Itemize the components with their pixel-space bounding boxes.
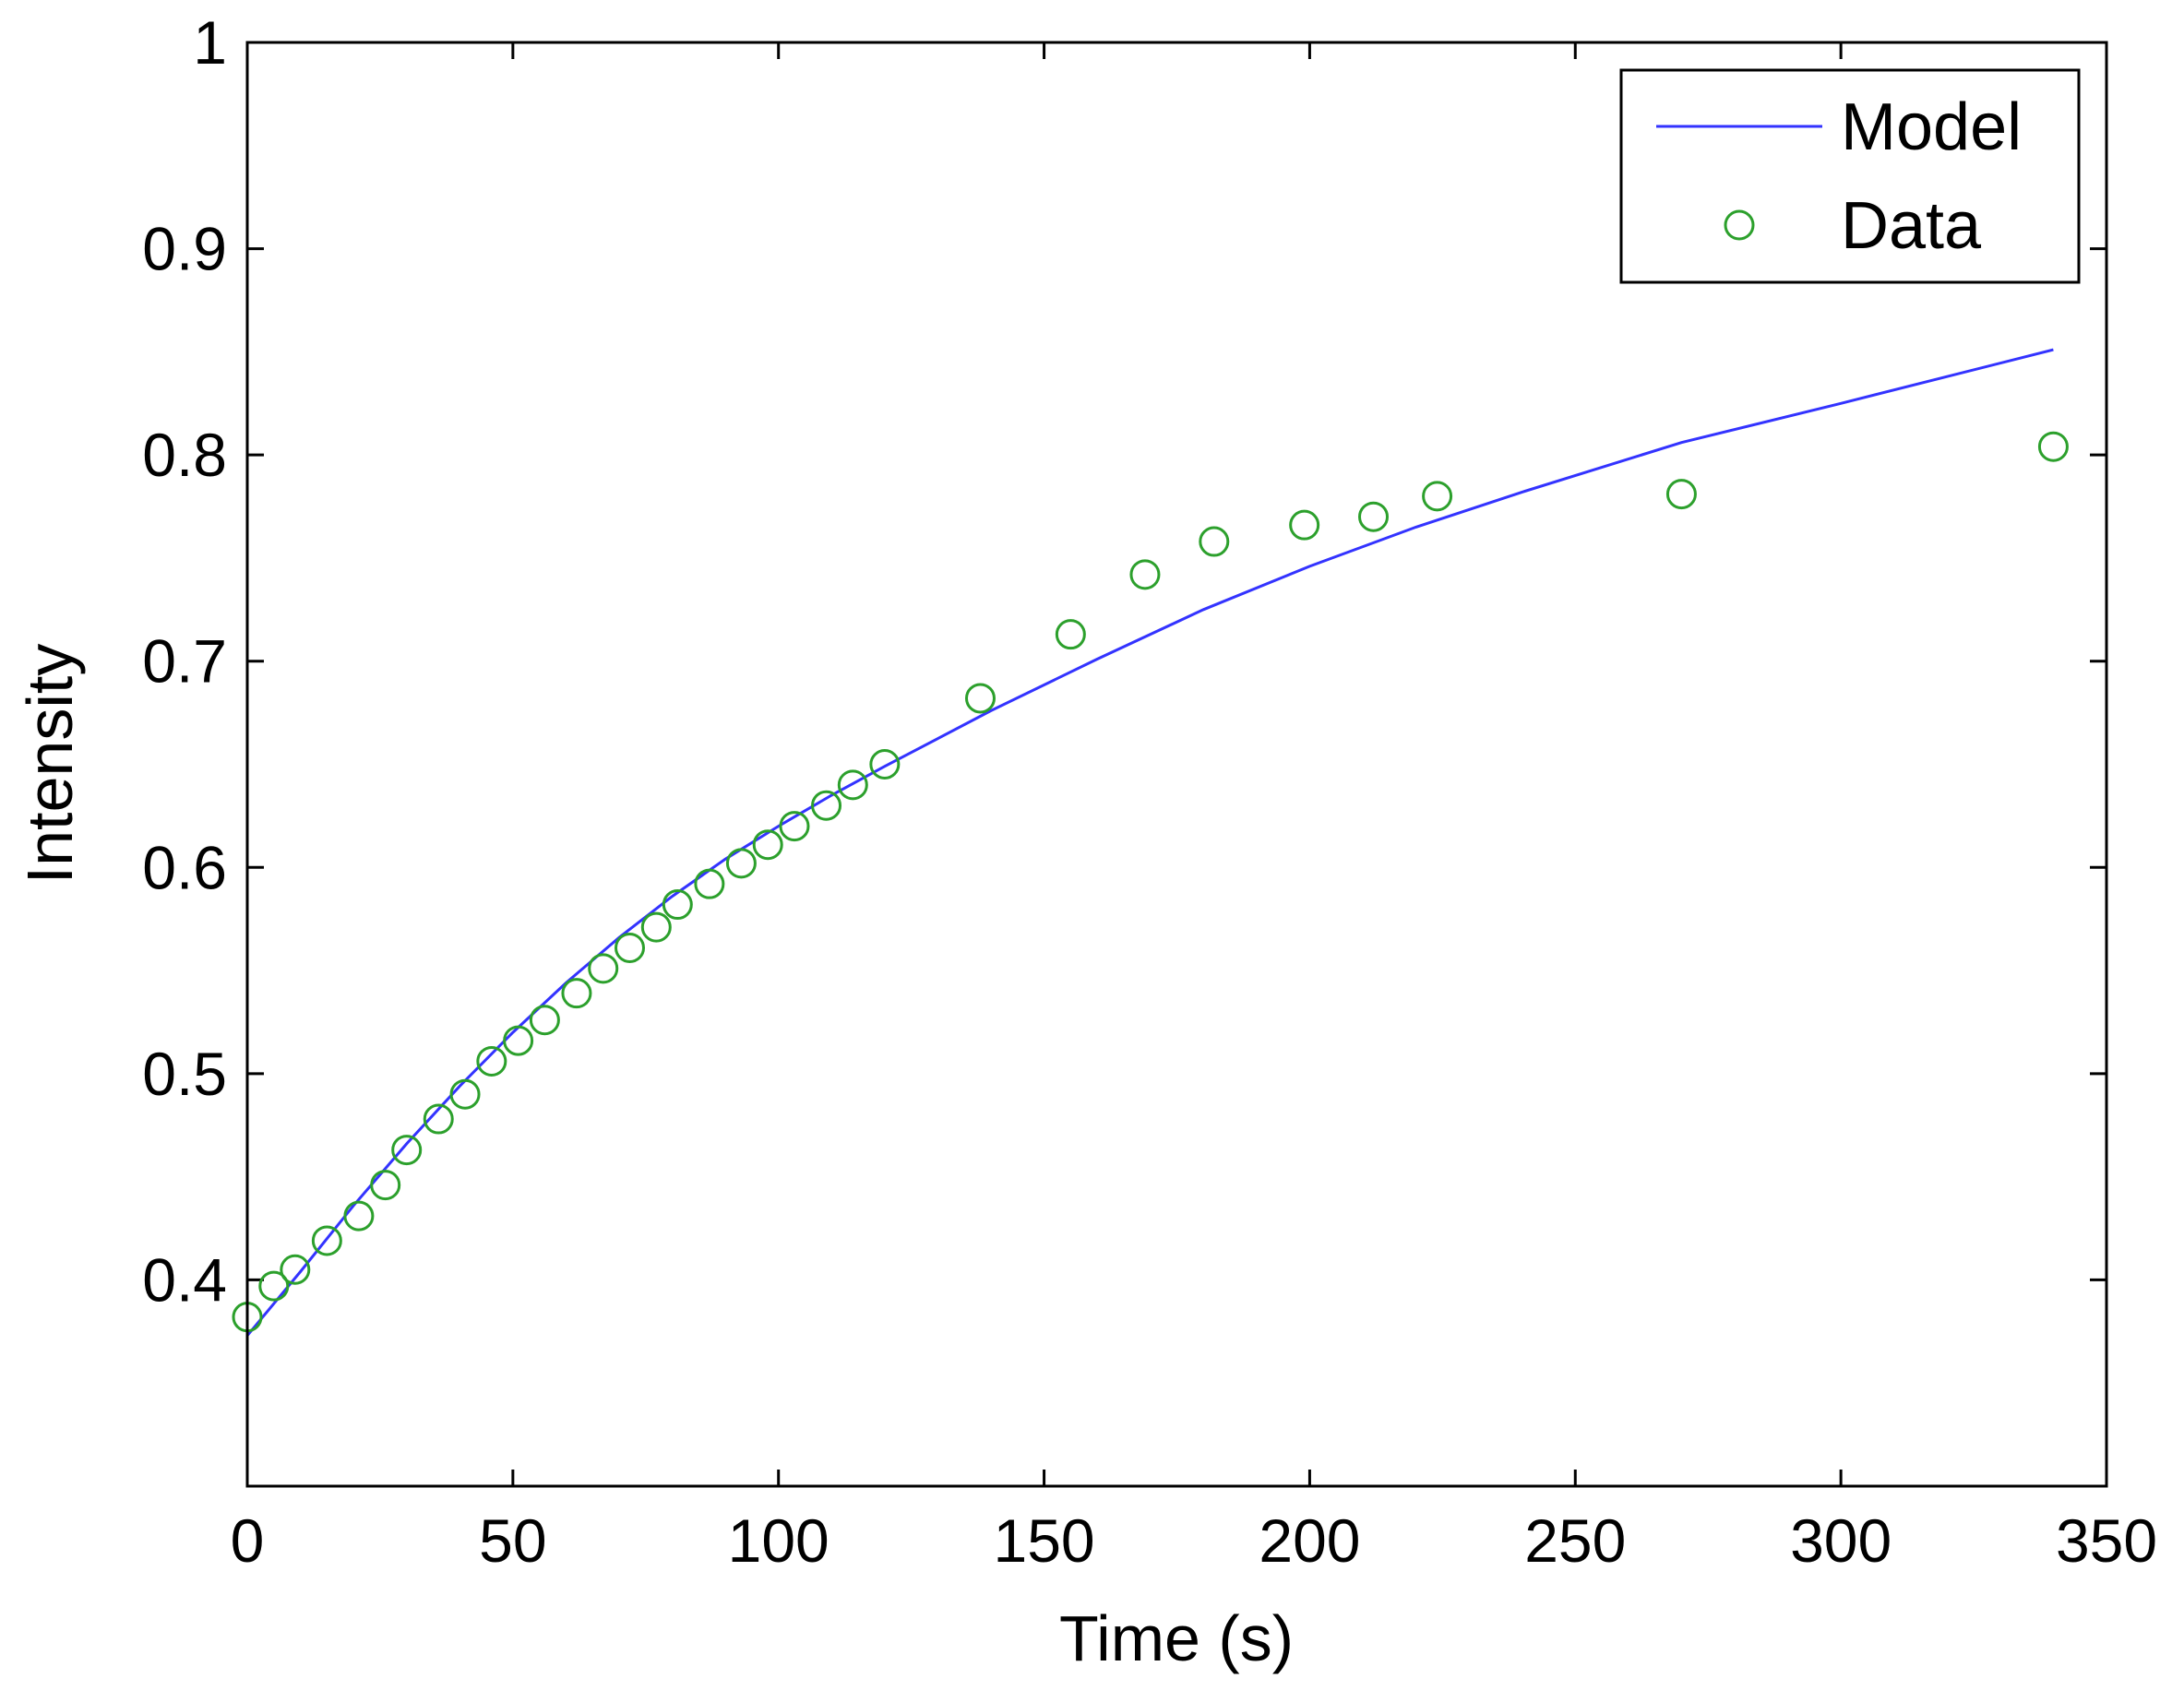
x-axis-title: Time (s) — [1059, 1602, 1294, 1674]
x-tick-label: 300 — [1790, 1506, 1892, 1575]
data-point — [529, 1005, 560, 1036]
y-tick-label: 0.5 — [142, 1040, 227, 1108]
x-tick-label: 0 — [231, 1506, 265, 1575]
data-point — [1289, 509, 1320, 541]
data-point — [343, 1200, 375, 1232]
x-tick-label: 200 — [1259, 1506, 1360, 1575]
x-tick-label: 50 — [479, 1506, 546, 1575]
y-tick-label: 0.6 — [142, 833, 227, 901]
y-tick-label: 0.9 — [142, 215, 227, 283]
series-data — [232, 431, 2069, 1333]
data-point — [423, 1103, 454, 1135]
y-tick-label: 0.8 — [142, 421, 227, 489]
data-point — [779, 811, 810, 842]
x-tick-label: 250 — [1524, 1506, 1626, 1575]
x-tick-label: 100 — [728, 1506, 829, 1575]
legend-model-label: Model — [1841, 90, 2022, 164]
data-point — [1358, 501, 1390, 532]
data-point — [588, 953, 619, 984]
data-point — [2037, 431, 2069, 462]
legend: Model Data — [1619, 68, 2081, 284]
y-tick-label: 0.7 — [142, 627, 227, 696]
data-point — [869, 749, 901, 780]
data-point — [1199, 526, 1230, 557]
data-point — [694, 868, 725, 899]
data-point — [370, 1170, 401, 1201]
legend-data-label: Data — [1841, 189, 1982, 263]
model-line — [245, 348, 2054, 1337]
data-point — [258, 1270, 290, 1302]
data-point — [449, 1078, 481, 1110]
data-point — [1665, 479, 1697, 510]
data-point — [837, 769, 868, 801]
data-point — [752, 829, 783, 861]
axis-tick-labels: 0 50 100 150 200 250 300 350 0.4 0.5 0.6 0.7 0.8 0.9 1 — [142, 8, 2157, 1575]
y-tick-label: 0.4 — [142, 1245, 227, 1314]
legend-data-swatch — [1724, 209, 1755, 241]
data-point — [964, 683, 996, 714]
x-tick-label: 150 — [994, 1506, 1095, 1575]
y-tick-label: 1 — [193, 8, 227, 77]
data-point — [280, 1254, 311, 1285]
plot-frame — [245, 41, 2108, 1488]
data-point — [561, 978, 592, 1009]
data-point — [811, 790, 842, 821]
data-point — [391, 1135, 423, 1166]
data-point — [1129, 559, 1161, 590]
x-tick-label: 350 — [2056, 1506, 2157, 1575]
data-point — [1422, 481, 1453, 512]
legend-box — [1619, 68, 2081, 284]
y-axis-title: Intensity — [14, 644, 86, 885]
data-point — [662, 889, 693, 921]
series-model — [245, 348, 2054, 1337]
data-point — [503, 1025, 534, 1056]
data-point — [615, 932, 646, 963]
data-point — [1055, 619, 1086, 650]
data-point — [725, 848, 757, 879]
data-point — [476, 1045, 507, 1077]
data-point — [311, 1225, 342, 1256]
data-point — [640, 911, 672, 943]
